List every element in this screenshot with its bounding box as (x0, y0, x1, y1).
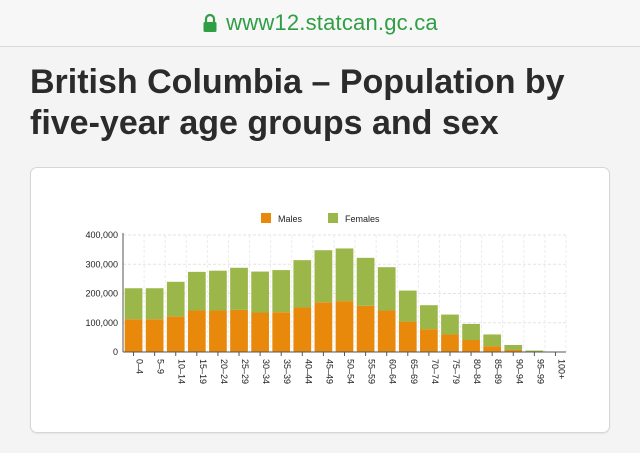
bar-males (314, 302, 333, 352)
bar-females (187, 271, 206, 311)
x-tick-label: 25–29 (240, 359, 250, 384)
bar-males (166, 316, 185, 352)
bar-males (483, 346, 502, 352)
legend-label-males: Males (278, 214, 303, 224)
bar-females (293, 260, 312, 308)
x-tick-label: 45–49 (324, 359, 334, 384)
bar-females (314, 250, 333, 303)
bar-females (335, 248, 354, 302)
x-tick-label: 0–4 (135, 359, 145, 374)
bar-males (504, 349, 523, 352)
x-tick-label: 85–89 (493, 359, 503, 384)
population-chart: 0 100,000 200,000 300,000 400,000 0–4 5–9 10–14… (85, 213, 567, 384)
bar-males (398, 321, 417, 352)
legend-swatch-females (328, 213, 338, 223)
x-tick-label: 70–74 (430, 359, 440, 384)
bar-females (504, 344, 523, 350)
bar-males (209, 310, 227, 352)
bar-males (187, 310, 206, 352)
x-tick-label: 55–59 (367, 359, 377, 384)
x-tick-label: 65–69 (409, 359, 419, 384)
url-text: www12.statcan.gc.ca (226, 10, 438, 35)
x-tick-label: 35–39 (282, 359, 292, 384)
bar-males (356, 305, 375, 352)
y-tick-label: 400,000 (85, 230, 118, 240)
legend-label-females: Females (345, 214, 380, 224)
x-tick-label: 15–19 (198, 359, 208, 384)
page-title: British Columbia – Population by five-ye… (30, 63, 565, 142)
bar-males (230, 309, 248, 352)
y-tick-label: 200,000 (85, 289, 118, 299)
bar-males (441, 334, 459, 352)
lock-icon (203, 13, 217, 32)
x-tick-label: 75–79 (451, 359, 461, 384)
bar-females (145, 288, 164, 320)
bar-females (441, 314, 459, 335)
x-tick-label: 20–24 (219, 359, 229, 384)
bar-females (462, 323, 480, 341)
bar-females (166, 281, 185, 317)
bar-males (420, 329, 438, 352)
browser-url-bar[interactable]: www12.statcan.gc.ca (0, 0, 640, 47)
bar-females (272, 270, 291, 313)
x-tick-label: 40–44 (303, 359, 313, 384)
bar-females (124, 288, 143, 320)
bar-males (377, 310, 396, 352)
y-tick-label: 0 (113, 347, 118, 357)
x-tick-label: 50–54 (346, 359, 356, 384)
x-tick-label: 100+ (556, 359, 566, 379)
bar-males (272, 312, 291, 352)
x-tick-label: 5–9 (156, 359, 166, 374)
bar-females (483, 334, 502, 347)
x-tick-label: 90–94 (514, 359, 524, 384)
bar-males (335, 301, 354, 352)
bar-females (251, 271, 269, 313)
bar-females (209, 270, 227, 311)
bar-males (462, 340, 480, 352)
bar-males (293, 307, 312, 352)
y-tick-label: 300,000 (85, 259, 118, 269)
bar-females (398, 290, 417, 322)
bar-females (420, 305, 438, 330)
x-tick-label: 60–64 (388, 359, 398, 384)
legend-swatch-males (261, 213, 271, 223)
x-tick-label: 30–34 (261, 359, 271, 384)
bar-females (377, 267, 396, 311)
bar-males (251, 312, 269, 352)
bar-females (356, 257, 375, 306)
bar-males (145, 319, 164, 352)
x-tick-label: 80–84 (472, 359, 482, 384)
x-tick-label: 95–99 (535, 359, 545, 384)
url-display[interactable]: www12.statcan.gc.ca (202, 10, 438, 36)
x-tick-label: 10–14 (177, 359, 187, 384)
bar-females (525, 350, 544, 352)
bar-males (124, 319, 143, 352)
bar-females (230, 267, 248, 310)
chart-card: 0 100,000 200,000 300,000 400,000 0–4 5–9 10–14… (30, 167, 610, 433)
y-tick-label: 100,000 (85, 318, 118, 328)
